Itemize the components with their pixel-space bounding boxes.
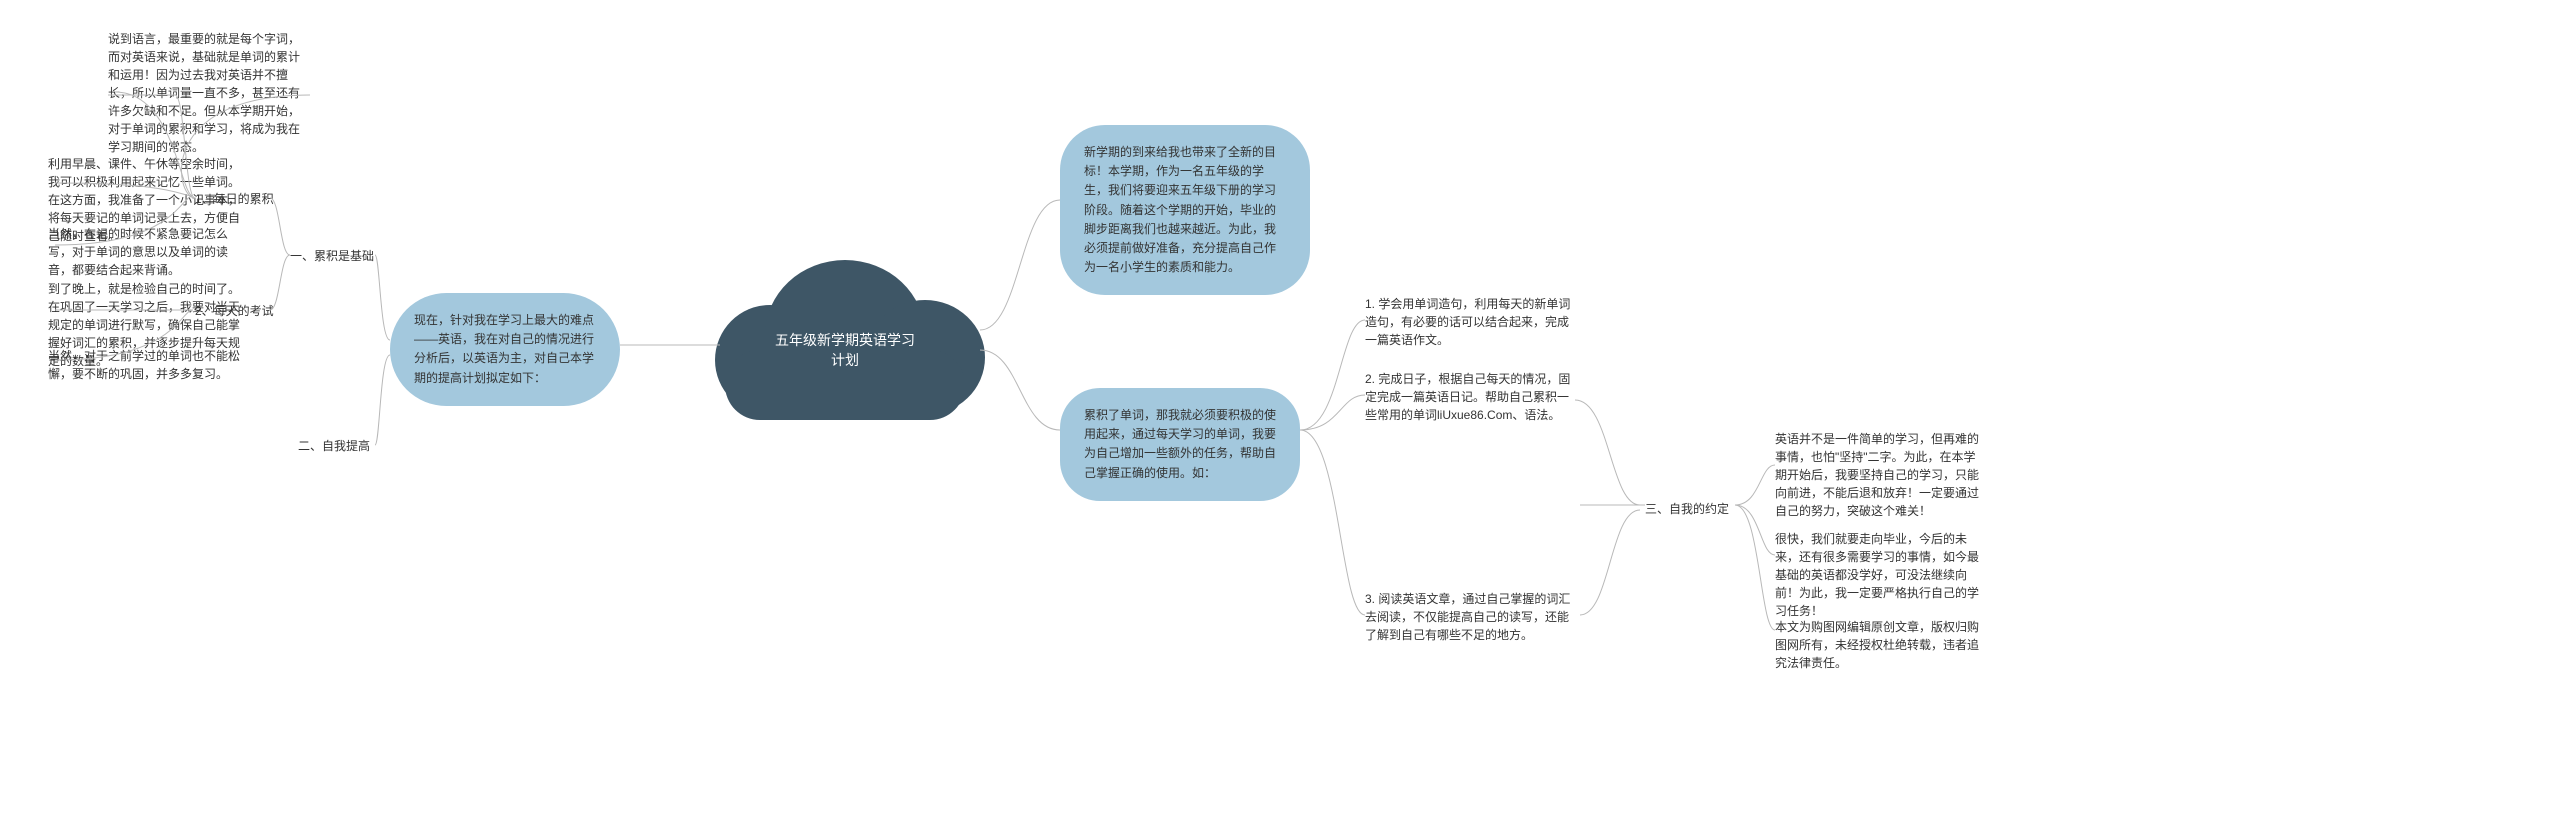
branch1-label: 一、累积是基础 (290, 247, 374, 264)
leaf-r3: 3. 阅读英语文章，通过自己掌握的词汇去阅读，不仅能提高自己的读写，还能了解到自… (1365, 590, 1580, 644)
right-task-bubble: 累积了单词，那我就必须要积极的使用起来，通过每天学习的单词，我要为自己增加一些额… (1060, 388, 1300, 501)
leaf1: 说到语言，最重要的就是每个字词，而对英语来说，基础就是单词的累计和运用！因为过去… (108, 30, 308, 156)
leaf-r2: 2. 完成日子，根据自己每天的情况，固定完成一篇英语日记。帮助自己累积一些常用的… (1365, 370, 1575, 424)
leaf-r4: 英语并不是一件简单的学习，但再难的事情，也怕"坚持"二字。为此，在本学期开始后，… (1775, 430, 1985, 520)
left-intro-text: 现在，针对我在学习上最大的难点——英语，我在对自己的情况进行分析后，以英语为主，… (414, 313, 594, 385)
center-title: 五年级新学期英语学习计划 (770, 330, 920, 370)
left-intro-bubble: 现在，针对我在学习上最大的难点——英语，我在对自己的情况进行分析后，以英语为主，… (390, 293, 620, 406)
right-goal-text: 新学期的到来给我也带来了全新的目标！本学期，作为一名五年级的学生，我们将要迎来五… (1084, 145, 1276, 274)
leaf5: 当然，对于之前学过的单词也不能松懈，要不断的巩固，并多多复习。 (48, 347, 248, 383)
leaf-r6: 本文为购图网编辑原创文章，版权归购图网所有，未经授权杜绝转载，违者追究法律责任。 (1775, 618, 1985, 672)
leaf-r5: 很快，我们就要走向毕业，今后的未来，还有很多需要学习的事情，如今最基础的英语都没… (1775, 530, 1985, 620)
leaf3: 当然，在记的时候不紧急要记怎么写，对于单词的意思以及单词的读音，都要结合起来背诵… (48, 225, 248, 279)
branch2-label: 二、自我提高 (298, 437, 370, 454)
right-goal-bubble: 新学期的到来给我也带来了全新的目标！本学期，作为一名五年级的学生，我们将要迎来五… (1060, 125, 1310, 295)
branch3-label: 三、自我的约定 (1645, 500, 1729, 517)
leaf-r1: 1. 学会用单词造句，利用每天的新单词造句，有必要的话可以结合起来，完成一篇英语… (1365, 295, 1575, 349)
right-task-text: 累积了单词，那我就必须要积极的使用起来，通过每天学习的单词，我要为自己增加一些额… (1084, 408, 1276, 480)
